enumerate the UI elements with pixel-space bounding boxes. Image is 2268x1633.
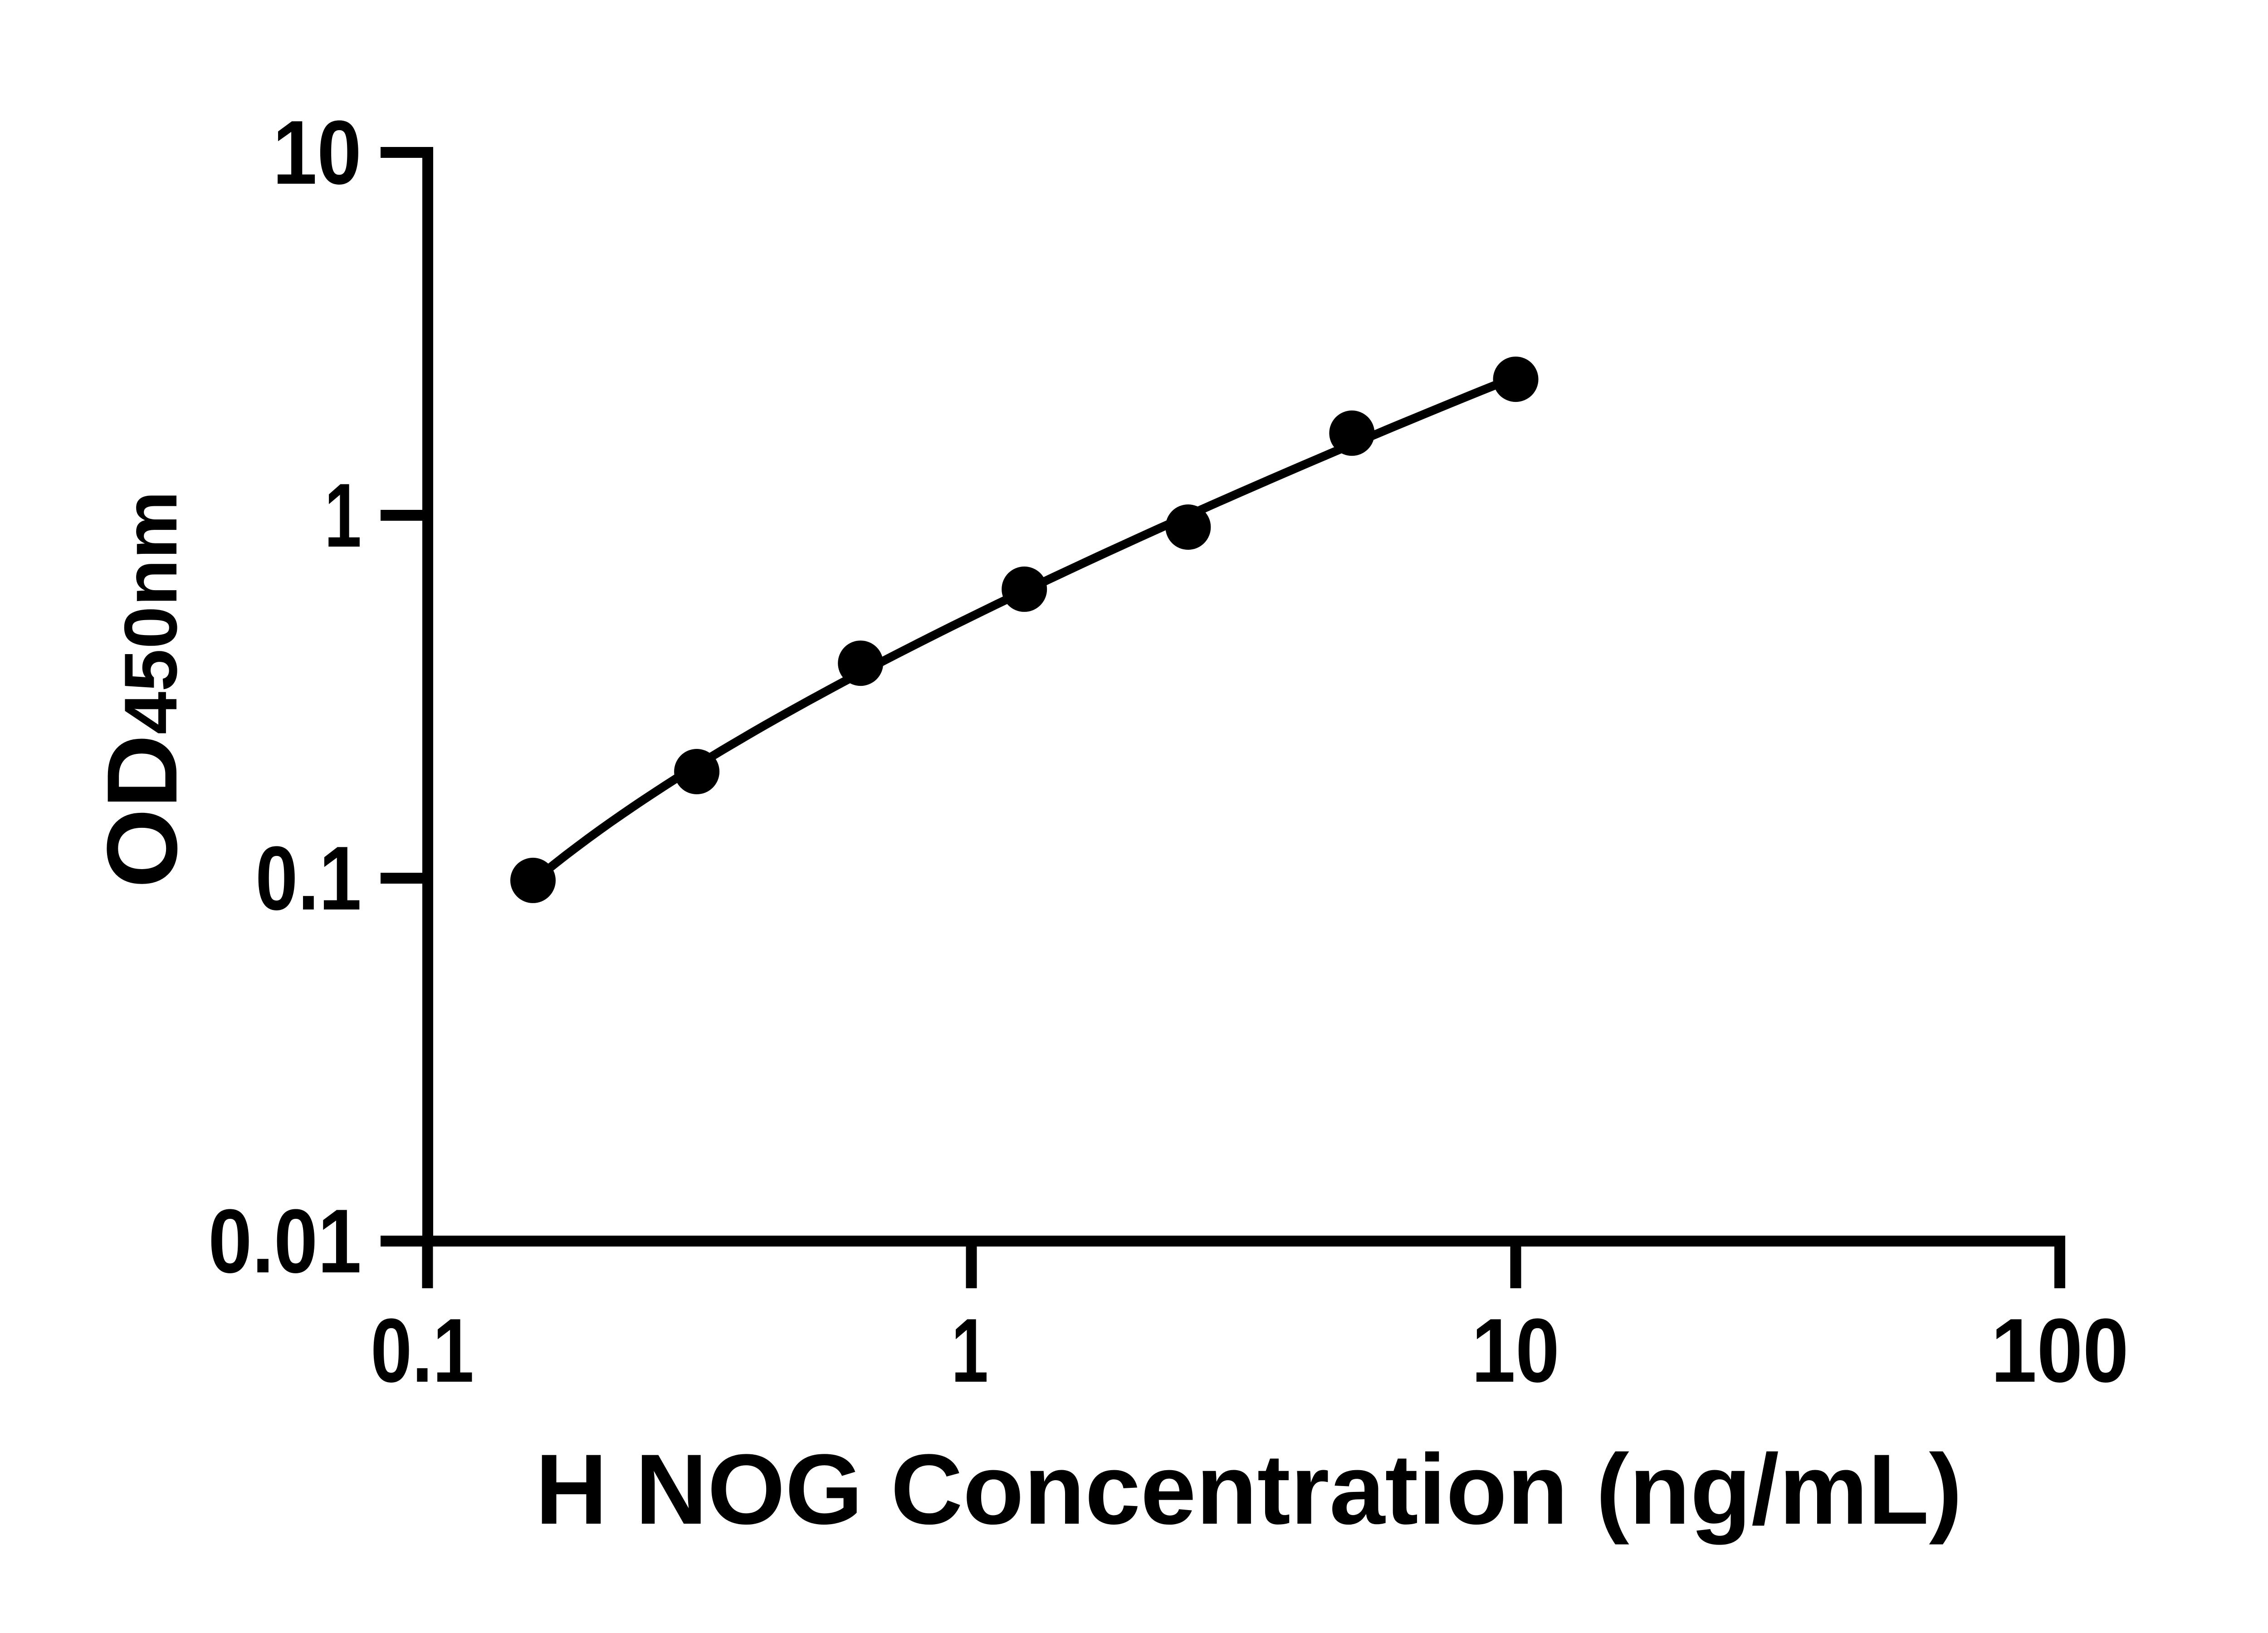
svg-text:10: 10 [1471, 1300, 1559, 1401]
svg-text:0.1: 0.1 [255, 828, 362, 929]
svg-text:100: 100 [1991, 1300, 2129, 1401]
svg-text:H NOG Concentration (ng/mL): H NOG Concentration (ng/mL) [535, 1433, 1962, 1545]
svg-text:10: 10 [273, 102, 362, 203]
svg-text:0.1: 0.1 [371, 1300, 474, 1401]
svg-text:1: 1 [951, 1300, 988, 1401]
svg-text:0.01: 0.01 [208, 1191, 362, 1292]
svg-text:OD450nm: OD450nm [86, 491, 198, 888]
svg-text:1: 1 [324, 465, 362, 566]
